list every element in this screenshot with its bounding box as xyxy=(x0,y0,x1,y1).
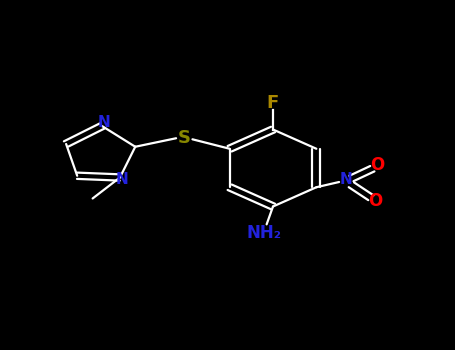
Text: N: N xyxy=(339,172,352,187)
Text: N: N xyxy=(116,172,129,187)
Text: N: N xyxy=(98,115,111,130)
Text: O: O xyxy=(370,156,384,174)
Text: O: O xyxy=(369,192,383,210)
Text: F: F xyxy=(267,94,279,112)
Text: NH₂: NH₂ xyxy=(247,224,281,243)
Text: S: S xyxy=(178,129,191,147)
